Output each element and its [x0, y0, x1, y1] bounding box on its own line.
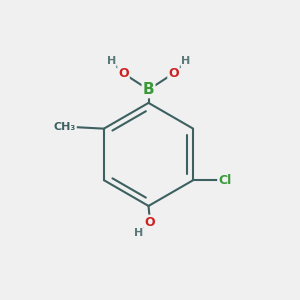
Text: B: B: [143, 82, 154, 97]
Text: Cl: Cl: [218, 174, 231, 187]
Text: CH₃: CH₃: [54, 122, 76, 132]
Text: O: O: [118, 67, 129, 80]
Text: O: O: [168, 67, 179, 80]
Text: H: H: [106, 56, 116, 66]
Text: O: O: [145, 216, 155, 229]
Text: H: H: [181, 56, 190, 66]
Text: H: H: [134, 228, 143, 238]
